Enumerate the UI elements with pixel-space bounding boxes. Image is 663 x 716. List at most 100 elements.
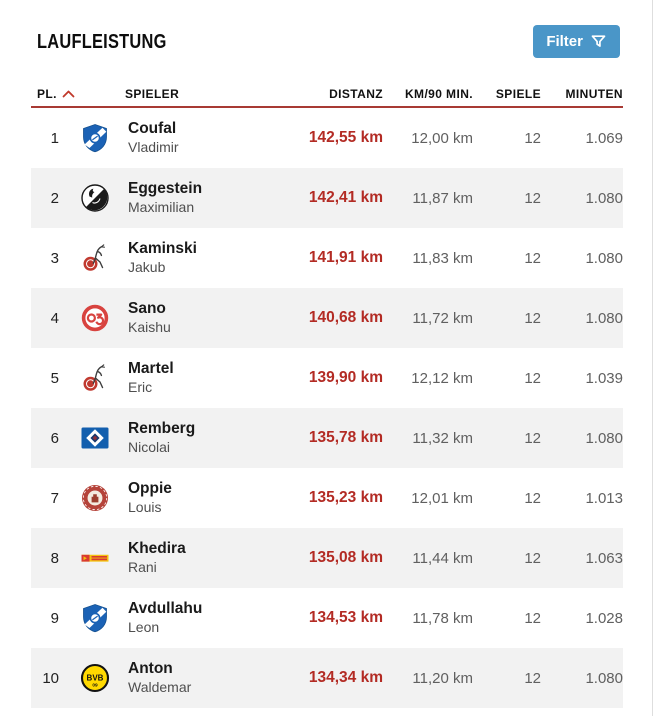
hamburger-sv-badge-icon bbox=[65, 423, 125, 453]
km-per-90-value: 11,44 km bbox=[412, 549, 473, 567]
mainz-05-badge-icon bbox=[65, 303, 125, 333]
filter-button[interactable]: Filter bbox=[533, 25, 620, 58]
filter-button-label: Filter bbox=[546, 33, 583, 50]
games-value: 12 bbox=[524, 669, 541, 687]
games-value: 12 bbox=[524, 489, 541, 507]
tsg-hoffenheim-badge-icon bbox=[65, 123, 125, 153]
borussia-dortmund-badge-icon: BVB 09 bbox=[65, 663, 125, 693]
svg-text:09: 09 bbox=[92, 683, 98, 689]
player-last-name: Remberg bbox=[128, 420, 196, 437]
player-name: Anton Waldemar bbox=[125, 659, 281, 697]
player-first-name: Eric bbox=[128, 379, 153, 395]
minutes-value: 1.080 bbox=[585, 189, 623, 207]
page-edge-divider bbox=[652, 0, 653, 716]
fc-koeln-badge-icon bbox=[65, 243, 125, 273]
minutes-value: 1.069 bbox=[585, 129, 623, 147]
fc-koeln-badge-icon bbox=[65, 363, 125, 393]
player-last-name: Sano bbox=[128, 300, 166, 317]
minutes-value: 1.080 bbox=[585, 429, 623, 447]
col-header-minuten[interactable]: MINUTEN bbox=[565, 86, 623, 101]
rank-value: 1 bbox=[50, 129, 59, 147]
distance-value: 134,34 km bbox=[308, 669, 383, 686]
table-row[interactable]: 4 Sano Kaishu 140,68 km 11,72 km 12 1.08… bbox=[31, 288, 623, 348]
table-row[interactable]: 8 Khedira Rani 135,08 km 11,44 km 12 1.0… bbox=[31, 528, 623, 588]
minutes-value: 1.080 bbox=[585, 249, 623, 267]
player-last-name: Eggestein bbox=[128, 180, 203, 197]
table-row[interactable]: 9 Avdullahu Leon 134,53 km 11,78 km 12 1… bbox=[31, 588, 623, 648]
col-header-pl-label: PL. bbox=[37, 86, 57, 101]
distance-value: 141,91 km bbox=[308, 249, 383, 266]
minutes-value: 1.039 bbox=[585, 369, 623, 387]
minutes-value: 1.080 bbox=[585, 669, 623, 687]
table-header-row: PL. SPIELER DISTANZ KM/90 MIN. SPIELE MI… bbox=[31, 81, 623, 108]
table-row[interactable]: 10 BVB 09 Anton Waldemar 134,34 km 11,20 … bbox=[31, 648, 623, 708]
games-value: 12 bbox=[524, 129, 541, 147]
km-per-90-value: 12,12 km bbox=[411, 369, 473, 387]
km-per-90-value: 12,01 km bbox=[411, 489, 473, 507]
rank-value: 4 bbox=[50, 309, 59, 327]
distance-value: 140,68 km bbox=[308, 309, 383, 326]
rank-value: 10 bbox=[42, 669, 59, 687]
minutes-value: 1.080 bbox=[585, 309, 623, 327]
player-name: Avdullahu Leon bbox=[125, 599, 281, 637]
svg-text:BVB: BVB bbox=[87, 673, 104, 682]
games-value: 12 bbox=[524, 189, 541, 207]
table-row[interactable]: 7 Oppie Louis 135,23 km 12,01 km 12 1.01… bbox=[31, 468, 623, 528]
rank-value: 2 bbox=[50, 189, 59, 207]
player-first-name: Waldemar bbox=[128, 679, 192, 695]
rank-value: 5 bbox=[50, 369, 59, 387]
minutes-value: 1.063 bbox=[585, 549, 623, 567]
player-name: Oppie Louis bbox=[125, 479, 281, 517]
distance-value: 135,23 km bbox=[308, 489, 383, 506]
games-value: 12 bbox=[524, 549, 541, 567]
distance-value: 142,41 km bbox=[308, 189, 383, 206]
player-last-name: Coufal bbox=[128, 120, 177, 137]
km-per-90-value: 11,20 km bbox=[412, 669, 473, 687]
player-name: Sano Kaishu bbox=[125, 299, 281, 337]
distance-value: 139,90 km bbox=[308, 369, 383, 386]
player-name: Martel Eric bbox=[125, 359, 281, 397]
player-name: Khedira Rani bbox=[125, 539, 281, 577]
col-header-spiele[interactable]: SPIELE bbox=[495, 86, 541, 101]
player-first-name: Maximilian bbox=[128, 199, 195, 215]
table-row[interactable]: 5 Martel Eric 139,90 km 12,12 km 12 1.03… bbox=[31, 348, 623, 408]
table-body: 1 Coufal Vladimir 142,55 km 12,00 km 12 … bbox=[31, 108, 623, 708]
rank-value: 6 bbox=[50, 429, 59, 447]
distance-value: 135,08 km bbox=[308, 549, 383, 566]
km-per-90-value: 12,00 km bbox=[411, 129, 473, 147]
st-pauli-badge-icon bbox=[65, 483, 125, 513]
sort-asc-icon bbox=[62, 87, 75, 101]
player-first-name: Louis bbox=[128, 499, 162, 515]
km-per-90-value: 11,87 km bbox=[412, 189, 473, 207]
tsg-hoffenheim-badge-icon bbox=[65, 603, 125, 633]
player-first-name: Jakub bbox=[128, 259, 166, 275]
table-row[interactable]: 1 Coufal Vladimir 142,55 km 12,00 km 12 … bbox=[31, 108, 623, 168]
table-row[interactable]: 6 Remberg Nicolai 135,78 km 11,32 km 12 … bbox=[31, 408, 623, 468]
player-name: Eggestein Maximilian bbox=[125, 179, 281, 217]
rank-value: 7 bbox=[50, 489, 59, 507]
distance-value: 135,78 km bbox=[308, 429, 383, 446]
rank-value: 3 bbox=[50, 249, 59, 267]
col-header-distanz[interactable]: DISTANZ bbox=[329, 86, 383, 101]
player-name: Coufal Vladimir bbox=[125, 119, 281, 157]
games-value: 12 bbox=[524, 429, 541, 447]
col-header-km90[interactable]: KM/90 MIN. bbox=[404, 86, 473, 101]
running-performance-table: PL. SPIELER DISTANZ KM/90 MIN. SPIELE MI… bbox=[31, 81, 623, 708]
topbar: LAUFLEISTUNG Filter bbox=[0, 0, 663, 60]
player-last-name: Kaminski bbox=[128, 240, 197, 257]
rank-value: 9 bbox=[50, 609, 59, 627]
player-last-name: Oppie bbox=[128, 480, 172, 497]
table-row[interactable]: 2 Eggestein Maximilian 142,41 km 11,87 k… bbox=[31, 168, 623, 228]
col-header-pl[interactable]: PL. bbox=[31, 87, 125, 101]
col-header-spieler[interactable]: SPIELER bbox=[125, 86, 180, 101]
player-last-name: Khedira bbox=[128, 540, 186, 557]
games-value: 12 bbox=[524, 249, 541, 267]
page-title: LAUFLEISTUNG bbox=[37, 31, 167, 53]
minutes-value: 1.013 bbox=[585, 489, 623, 507]
player-first-name: Rani bbox=[128, 559, 157, 575]
distance-value: 134,53 km bbox=[308, 609, 383, 626]
player-last-name: Avdullahu bbox=[128, 600, 203, 617]
km-per-90-value: 11,72 km bbox=[412, 309, 473, 327]
km-per-90-value: 11,32 km bbox=[412, 429, 473, 447]
table-row[interactable]: 3 Kaminski Jakub 141,91 km 11,83 km 12 1… bbox=[31, 228, 623, 288]
